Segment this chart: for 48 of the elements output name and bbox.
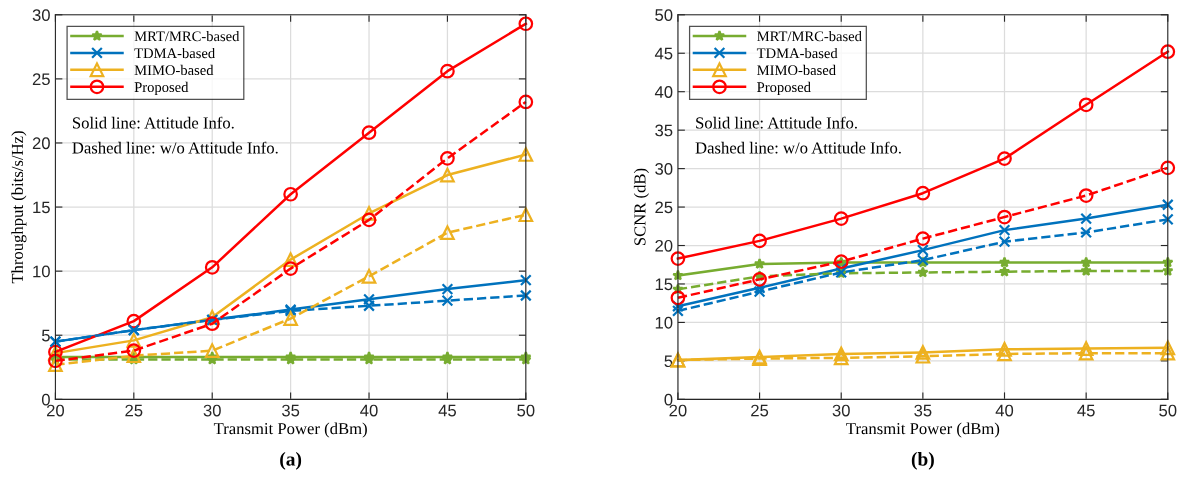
y-tick-label: 30 bbox=[32, 9, 50, 21]
y-tick-label: 20 bbox=[32, 137, 50, 150]
x-tick-label: 25 bbox=[125, 404, 143, 417]
annotation: Dashed line: w/o Attitude Info. bbox=[695, 141, 901, 154]
y-tick-label: 25 bbox=[32, 73, 50, 86]
y-tick-label: 5 bbox=[664, 355, 673, 368]
y-tick-label: 45 bbox=[654, 47, 673, 60]
y-tick-label: 20 bbox=[655, 239, 673, 252]
y-tick-label: 15 bbox=[655, 278, 673, 291]
x-tick-label: 40 bbox=[360, 404, 378, 417]
x-tick-label: 25 bbox=[751, 404, 769, 417]
legend-label: TDMA-based bbox=[756, 47, 838, 59]
y-tick-label: 0 bbox=[664, 393, 673, 406]
y-tick-label: 10 bbox=[33, 265, 50, 278]
y-tick-label: 30 bbox=[655, 163, 673, 175]
x-tick-label: 45 bbox=[438, 404, 456, 417]
x-tick-label: 35 bbox=[281, 404, 300, 417]
y-axis-title: SCNR (dB) bbox=[633, 168, 649, 246]
y-tick-label: 10 bbox=[655, 316, 673, 329]
legend-label: MRT/MRC-based bbox=[757, 30, 862, 42]
y-tick-label: 5 bbox=[41, 329, 50, 342]
x-tick-label: 50 bbox=[1159, 404, 1177, 417]
legend-label: MRT/MRC-based bbox=[134, 30, 240, 42]
y-tick-label: 35 bbox=[655, 124, 673, 137]
y-tick-label: 40 bbox=[654, 86, 673, 98]
x-tick-label: 50 bbox=[517, 404, 535, 417]
x-tick-label: 40 bbox=[995, 404, 1014, 417]
x-axis-title: Transmit Power (dBm) bbox=[846, 422, 1000, 438]
text: (a) bbox=[280, 452, 302, 470]
legend-label: MIMO-based bbox=[757, 64, 836, 76]
y-tick-label: 50 bbox=[655, 9, 673, 21]
legend-label: Proposed bbox=[757, 81, 811, 96]
y-tick-label: 25 bbox=[655, 201, 673, 214]
y-axis-title: Throughput (bits/s/Hz) bbox=[11, 131, 27, 284]
x-tick-label: 35 bbox=[914, 404, 932, 417]
text: (b) bbox=[911, 452, 934, 470]
annotation: Dashed line: w/o Attitude Info. bbox=[72, 141, 278, 154]
x-tick-label: 30 bbox=[832, 404, 850, 417]
annotation: Solid line: Attitude Info. bbox=[696, 116, 857, 129]
y-tick-label: 15 bbox=[33, 201, 50, 214]
annotation: Solid line: Attitude Info. bbox=[72, 116, 234, 129]
x-tick-label: 30 bbox=[203, 404, 221, 417]
legend-label: TDMA-based bbox=[134, 47, 215, 59]
legend-label: MIMO-based bbox=[134, 64, 214, 76]
x-tick-label: 45 bbox=[1077, 404, 1095, 417]
legend-label: Proposed bbox=[134, 81, 189, 96]
x-axis-title: Transmit Power (dBm) bbox=[213, 422, 367, 438]
y-tick-label: 0 bbox=[41, 393, 50, 406]
